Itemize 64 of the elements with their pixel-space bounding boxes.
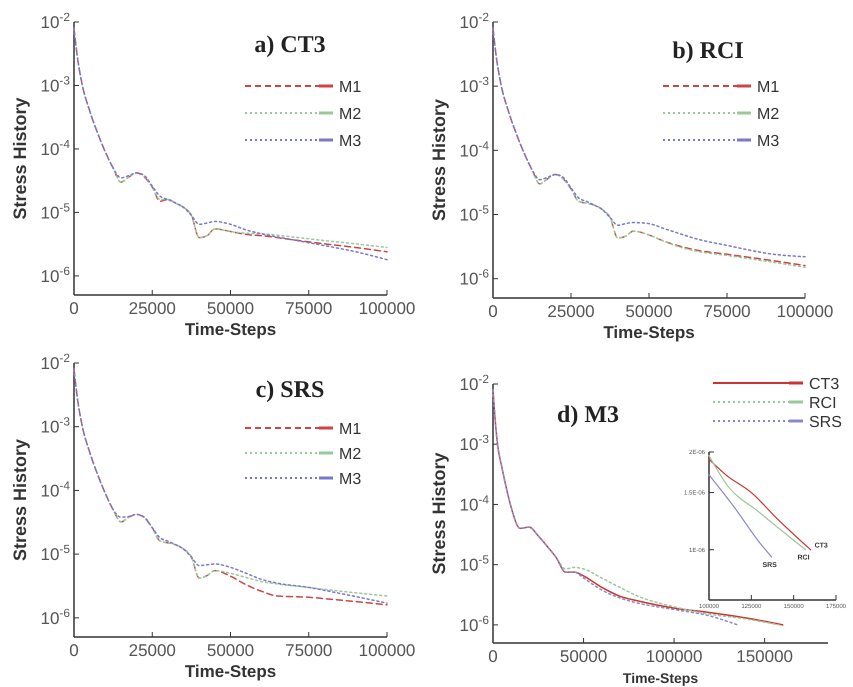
x-tick-label: 50000 [206, 299, 254, 318]
y-tick-label: 10$^{-5}$ [40, 200, 70, 222]
legend-label: M2 [339, 106, 362, 123]
text: c) SRS [256, 377, 324, 403]
x-tick-label: 150000 [736, 647, 793, 666]
x-tick-label: 100000 [776, 302, 834, 321]
x-axis-title: Time-Steps [184, 320, 276, 339]
text: d) M3 [557, 402, 619, 428]
y-tick-label: 10$^{-6}$ [40, 264, 70, 286]
y-tick-label: 10$^{-4}$ [460, 138, 490, 160]
legend-label: SRS [809, 414, 842, 431]
y-tick-label: 10$^{-6}$ [460, 266, 490, 289]
legend-label: M1 [339, 421, 362, 438]
x-tick-label: 0 [69, 299, 79, 318]
x-axis-title: Time-Steps [622, 670, 698, 686]
y-tick-label: 10$^{-5}$ [460, 202, 490, 224]
x-tick-label: 100000 [358, 299, 416, 318]
legend-label: M1 [339, 79, 362, 96]
x-tick-label: 50000 [206, 641, 254, 660]
legend-label: M1 [757, 79, 780, 96]
chart-title: a) CT3 [254, 32, 326, 58]
y-axis-title: Stress History [10, 438, 30, 562]
x-tick-label: 100000 [358, 641, 416, 660]
legend-label: RCI [809, 395, 837, 412]
y-tick-label: 10$^{-5}$ [460, 552, 490, 575]
y-tick-label: 10$^{-3}$ [460, 432, 490, 454]
y-tick-label: 10$^{-3}$ [460, 74, 490, 96]
y-tick-label: 10$^{-2}$ [460, 372, 490, 394]
y-tick-label: 10$^{-3}$ [40, 414, 70, 437]
y-tick-label: 10$^{-5}$ [40, 542, 70, 564]
y-tick-label: 10$^{-2}$ [40, 10, 70, 32]
legend-label: M3 [339, 133, 362, 150]
y-tick-label: 10$^{-2}$ [460, 10, 490, 32]
y-tick-label: 10$^{-4}$ [40, 478, 70, 500]
y-axis-title: Stress History [429, 452, 449, 575]
x-tick-label: 0 [69, 641, 79, 660]
x-tick-label: 50000 [560, 647, 608, 666]
x-tick-label: 25000 [128, 299, 176, 318]
legend-label: M2 [757, 106, 780, 123]
x-tick-label: 75000 [285, 299, 332, 318]
x-tick-label: 25000 [128, 641, 176, 660]
x-tick-label: 50000 [625, 302, 673, 321]
y-tick-label: 10$^{-6}$ [460, 612, 490, 635]
x-tick-label: 0 [488, 647, 498, 666]
y-axis-title: Stress History [429, 98, 449, 222]
legend-label: M3 [757, 133, 780, 150]
y-axis-title: Stress History [10, 97, 30, 220]
line-series [708, 474, 772, 558]
y-tick-label: 10$^{-2}$ [40, 350, 70, 373]
x-tick-label: 25000 [547, 302, 595, 321]
x-axis-title: Time-Steps [184, 662, 276, 681]
y-tick-label: 10$^{-3}$ [40, 73, 70, 96]
legend-label: CT3 [809, 376, 840, 393]
x-tick-label: 75000 [285, 641, 332, 660]
y-tick-label: 10$^{-4}$ [460, 492, 490, 514]
text: b) RCI [672, 38, 744, 64]
x-tick-label: 75000 [703, 302, 751, 321]
y-tick-label: 10$^{-6}$ [40, 606, 70, 628]
x-tick-label: 100000 [646, 647, 702, 666]
y-tick-label: 10$^{-4}$ [40, 136, 70, 159]
x-axis-title: Time-Steps [603, 323, 695, 342]
x-tick-label: 0 [488, 302, 498, 321]
legend-label: M3 [339, 471, 362, 488]
legend-label: M2 [339, 446, 362, 463]
